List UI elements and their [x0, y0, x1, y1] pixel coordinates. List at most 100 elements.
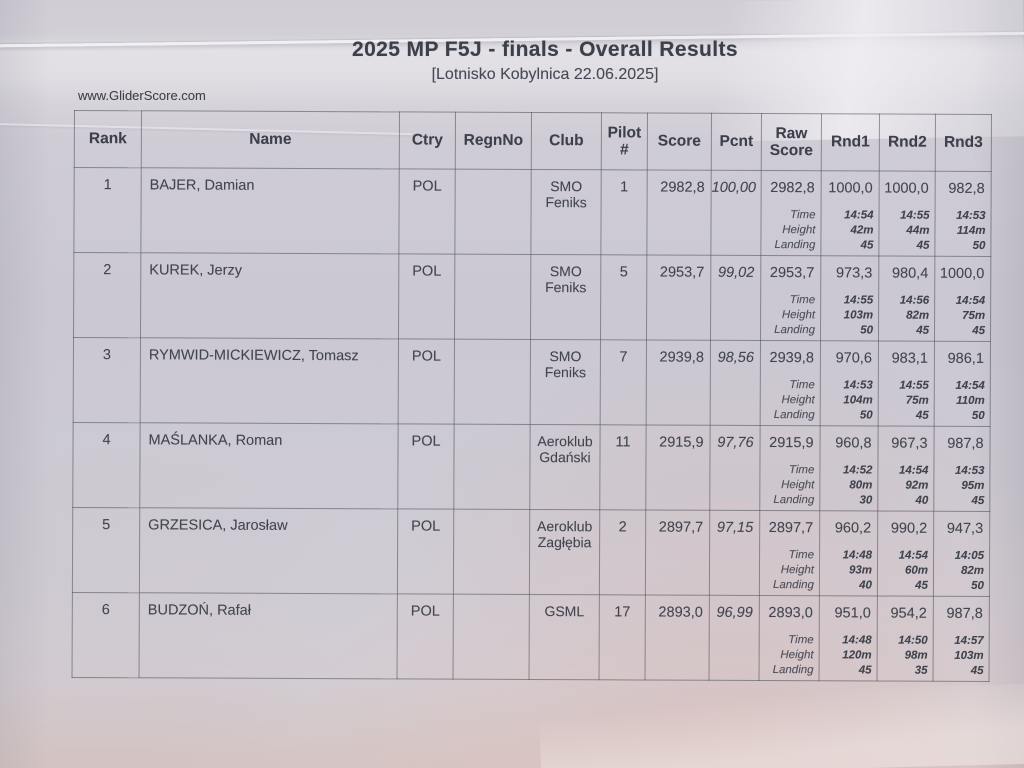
cell-raw-score: 2915,9 Time Height Landing [759, 425, 821, 511]
cell-rnd2: 1000,0 14:55 44m 45 [878, 171, 936, 257]
height-value: 104m [843, 394, 873, 407]
cell-country: POL [397, 423, 455, 510]
cell-raw-score: 2939,8 Time Height Landing [760, 340, 821, 426]
height-value: 75m [905, 394, 929, 407]
time-value: 14:53 [843, 379, 873, 392]
time-value: 14:54 [844, 209, 874, 222]
col-header-rnd1: Rnd1 [821, 113, 880, 172]
time-value: 14:55 [900, 209, 930, 222]
sub-label-landing: Landing [772, 664, 814, 677]
landing-value: 45 [916, 239, 930, 252]
landing-value: 40 [859, 579, 872, 592]
sub-label-landing: Landing [773, 494, 815, 507]
time-value: 14:48 [842, 549, 873, 562]
landing-value: 45 [916, 324, 930, 337]
cell-regn-no [453, 509, 530, 595]
time-value: 14:53 [956, 209, 986, 222]
cell-rnd1: 960,2 14:48 93m 40 [819, 510, 878, 597]
cell-name: GRZESICA, Jarosław [139, 507, 398, 594]
cell-score: 2982,8 [646, 170, 712, 256]
height-value: 44m [906, 224, 930, 237]
time-value: 14:57 [954, 634, 984, 647]
cell-rnd2: 967,3 14:54 92m 40 [877, 426, 935, 512]
time-value: 14:53 [954, 464, 985, 477]
cell-pcnt: 96,99 [709, 595, 760, 681]
landing-value: 50 [859, 409, 873, 422]
cell-club: SMO Feniks [530, 169, 602, 255]
table-row: 3 RYMWID-MICKIEWICZ, Tomasz POL SMO Feni… [73, 337, 991, 427]
cell-country: POL [397, 508, 454, 595]
cell-score: 2893,0 [645, 594, 710, 681]
cell-score: 2897,7 [645, 509, 710, 596]
cell-pilot-number: 1 [600, 169, 648, 256]
height-value: 103m [843, 309, 874, 322]
cell-rnd1: 951,0 14:48 120m 45 [819, 595, 878, 682]
col-header-rnd2: Rnd2 [879, 114, 936, 172]
cell-rnd3: 982,8 14:53 114m 50 [934, 171, 992, 257]
cell-club: SMO Feniks [530, 254, 601, 340]
cell-rnd2: 954,2 14:50 98m 35 [877, 596, 934, 682]
height-value: 92m [905, 479, 929, 492]
website-url: www.GliderScore.com [78, 88, 206, 103]
table-row: 2 KUREK, Jerzy POL SMO Feniks 5 2953,7 9… [73, 252, 991, 342]
time-value: 14:50 [898, 634, 928, 647]
cell-name: KUREK, Jerzy [140, 252, 399, 339]
col-header-rank: Rank [74, 110, 142, 168]
landing-value: 45 [971, 494, 985, 507]
sub-label-time: Time [789, 379, 815, 392]
cell-rank: 6 [72, 592, 140, 678]
cell-pilot-number: 17 [599, 594, 646, 680]
landing-value: 50 [971, 409, 985, 422]
cell-rank: 5 [72, 507, 140, 593]
sub-label-time: Time [789, 294, 816, 307]
results-table: Rank Name Ctry RegnNo Club Pilot # Score… [72, 110, 992, 682]
cell-name: MAŚLANKA, Roman [139, 422, 399, 509]
cell-raw-score: 2982,8 Time Height Landing [760, 170, 822, 256]
sub-label-landing: Landing [772, 579, 814, 592]
cell-club: GSML [529, 594, 600, 680]
cell-pcnt: 98,56 [710, 340, 761, 426]
cell-raw-score: 2953,7 Time Height Landing [760, 255, 821, 341]
cell-rank: 2 [73, 252, 141, 338]
sub-label-landing: Landing [774, 324, 816, 337]
cell-rnd2: 983,1 14:55 75m 45 [878, 341, 935, 427]
height-value: 80m [849, 479, 873, 492]
col-header-raw-score: Raw Score [761, 113, 822, 171]
sub-label-landing: Landing [773, 409, 815, 422]
col-header-club: Club [531, 112, 602, 170]
col-header-regn-no: RegnNo [455, 112, 532, 170]
time-value: 14:56 [899, 294, 930, 307]
cell-rank: 4 [72, 422, 141, 508]
cell-pcnt: 100,00 [710, 170, 762, 256]
cell-rnd3: 1000,0 14:54 75m 45 [934, 256, 991, 342]
col-header-pcnt: Pcnt [711, 113, 762, 171]
sub-label-height: Height [780, 564, 815, 577]
height-value: 75m [962, 309, 986, 322]
cell-rnd1: 973,3 14:55 103m 50 [820, 255, 879, 342]
landing-value: 45 [915, 579, 928, 592]
height-value: 60m [904, 564, 929, 577]
page-title: 2025 MP F5J - finals - Overall Results [352, 38, 738, 61]
sub-label-landing: Landing [774, 239, 816, 252]
cell-rnd1: 970,6 14:53 104m 50 [820, 340, 879, 427]
col-header-name: Name [141, 110, 400, 169]
landing-value: 40 [915, 494, 929, 507]
cell-rnd2: 990,2 14:54 60m 45 [877, 511, 934, 597]
cell-rank: 3 [73, 337, 141, 423]
height-value: 93m [848, 564, 873, 577]
height-value: 103m [954, 649, 984, 662]
cell-country: POL [398, 338, 455, 425]
time-value: 14:54 [898, 464, 929, 477]
sub-label-height: Height [781, 479, 815, 492]
table-row: 4 MAŚLANKA, Roman POL Aeroklub Gdański 1… [72, 422, 991, 512]
cell-name: RYMWID-MICKIEWICZ, Tomasz [140, 337, 399, 424]
time-value: 14:55 [899, 379, 929, 392]
cell-rnd3: 986,1 14:54 110m 50 [934, 341, 991, 427]
time-value: 14:52 [842, 464, 873, 477]
cell-score: 2939,8 [646, 340, 711, 426]
cell-pilot-number: 11 [599, 424, 647, 510]
document-header: 2025 MP F5J - finals - Overall Results [… [100, 38, 990, 84]
cell-regn-no [454, 339, 531, 425]
cell-country: POL [398, 253, 455, 340]
height-value: 110m [956, 394, 985, 407]
